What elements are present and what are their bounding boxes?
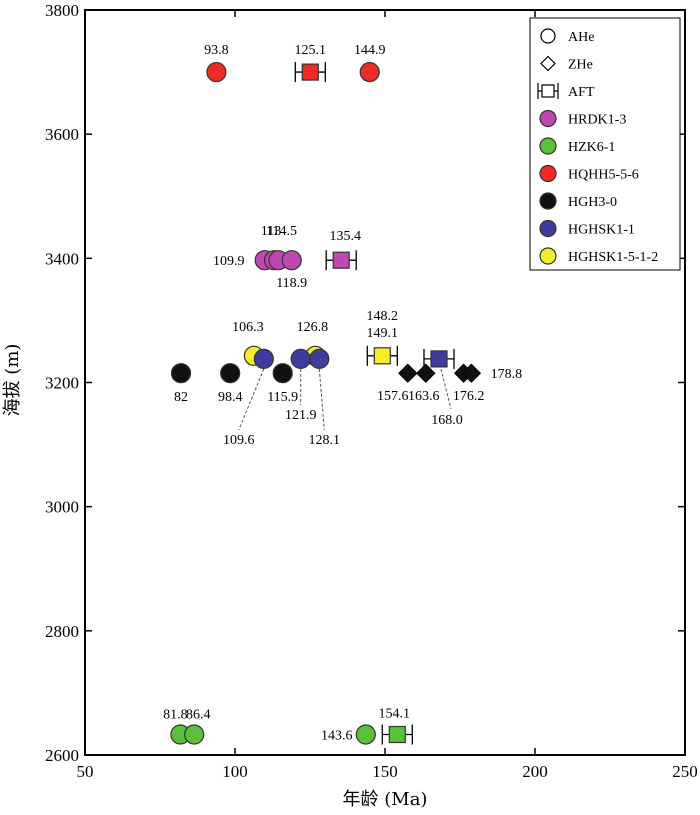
legend-sample-swatch [539,192,557,210]
legend-diamond-icon [540,55,556,72]
marks-layer [170,61,482,745]
legend-sample-swatch [539,164,557,183]
legend-aft-square [541,84,555,98]
data-label: 118.9 [276,276,307,291]
zhe-point [461,363,482,383]
data-label: 109.9 [213,254,245,269]
data-label: 157.6 [377,389,409,404]
y-tick-label: 2600 [45,746,79,765]
data-label: 82 [174,390,188,405]
aft-square [388,725,406,744]
y-axis-label: 海拔 (m) [2,344,23,417]
x-axis-label: 年龄 (Ma) [343,789,428,810]
legend-label: HGHSK1-5-1-2 [568,250,658,265]
zhe-point [416,363,436,383]
x-tick-label: 200 [522,762,548,781]
leader-line [440,368,452,410]
data-label: 163.6 [408,389,440,404]
legend-label: HGH3-0 [568,195,617,210]
legend-label: HRDK1-3 [568,113,626,128]
data-label: 113 [261,224,281,239]
ahe-point [253,348,274,370]
data-label: 121.9 [285,408,317,423]
ahe-point [355,724,376,745]
aft-square [301,63,319,81]
x-tick-label: 100 [222,762,248,781]
data-label: 114.5 [266,224,297,239]
data-label: 106.3 [232,320,264,335]
y-tick-label: 3400 [45,249,79,268]
legend-label: ZHe [568,58,593,73]
leader-line [238,368,265,431]
legend-label: AFT [568,85,595,100]
ahe-point [220,363,241,384]
data-label: 126.8 [297,320,329,335]
ahe-point [290,348,311,370]
legend-sample-swatch [539,219,557,238]
legend: AHe ZHe AFT HRDK1-3 HZK6-1 HQHH5-5-6 HGH3-0 HGH… [529,17,681,271]
x-tick-label: 50 [77,762,94,781]
leader-lines-layer [238,368,452,431]
aft-point [325,250,357,271]
y-tick-label: 3600 [45,125,79,144]
legend-label: HQHH5-5-6 [568,168,639,183]
y-tick-label: 3000 [45,498,79,517]
legend-label: AHe [568,30,594,45]
legend-circle-icon [540,28,556,44]
data-label: 149.1 [367,326,399,341]
data-label: 176.2 [453,389,485,404]
ahe-point [281,250,302,271]
data-label: 148.2 [367,309,399,324]
legend-aft-icon [537,83,559,99]
data-label: 115.9 [267,390,298,405]
data-label: 93.8 [204,43,229,58]
aft-square [430,350,448,368]
data-label: 178.8 [491,367,523,382]
ahe-point [206,61,227,83]
ahe-point [272,363,293,384]
legend-label: HGHSK1-1 [568,223,635,238]
data-label: 98.4 [218,390,243,405]
legend-sample-swatch [539,137,557,155]
y-tick-label: 3800 [45,1,79,20]
data-label: 154.1 [379,707,411,722]
data-label: 81.8 [163,708,188,723]
aft-point [381,724,413,745]
zhe-point [398,363,418,383]
data-label: 128.1 [309,433,341,448]
aft-point [423,348,455,369]
data-label: 135.4 [329,229,361,244]
aft-square [332,251,350,269]
ahe-point [359,61,380,83]
legend-sample-swatch [539,247,557,265]
x-tick-label: 250 [672,762,698,781]
axes-layer: 50 100 150 200 250 2600 2800 3000 3200 3400 3600 38… [45,1,698,781]
aft-point [294,62,326,83]
data-label: 143.6 [321,729,353,744]
data-label: 86.4 [186,708,211,723]
legend-label: HZK6-1 [568,140,615,155]
leader-line [318,368,325,430]
aft-point [366,345,398,366]
data-label: 144.9 [354,43,386,58]
legend-sample-swatch [539,109,557,128]
ahe-point [309,348,330,370]
data-label: 109.6 [223,433,255,448]
aft-square [373,347,391,365]
x-tick-label: 150 [372,762,398,781]
ahe-point [170,363,192,384]
data-label: 125.1 [295,43,327,58]
ahe-point [184,724,205,745]
y-tick-label: 3200 [45,374,79,393]
data-label: 168.0 [431,413,463,428]
y-tick-label: 2800 [45,622,79,641]
